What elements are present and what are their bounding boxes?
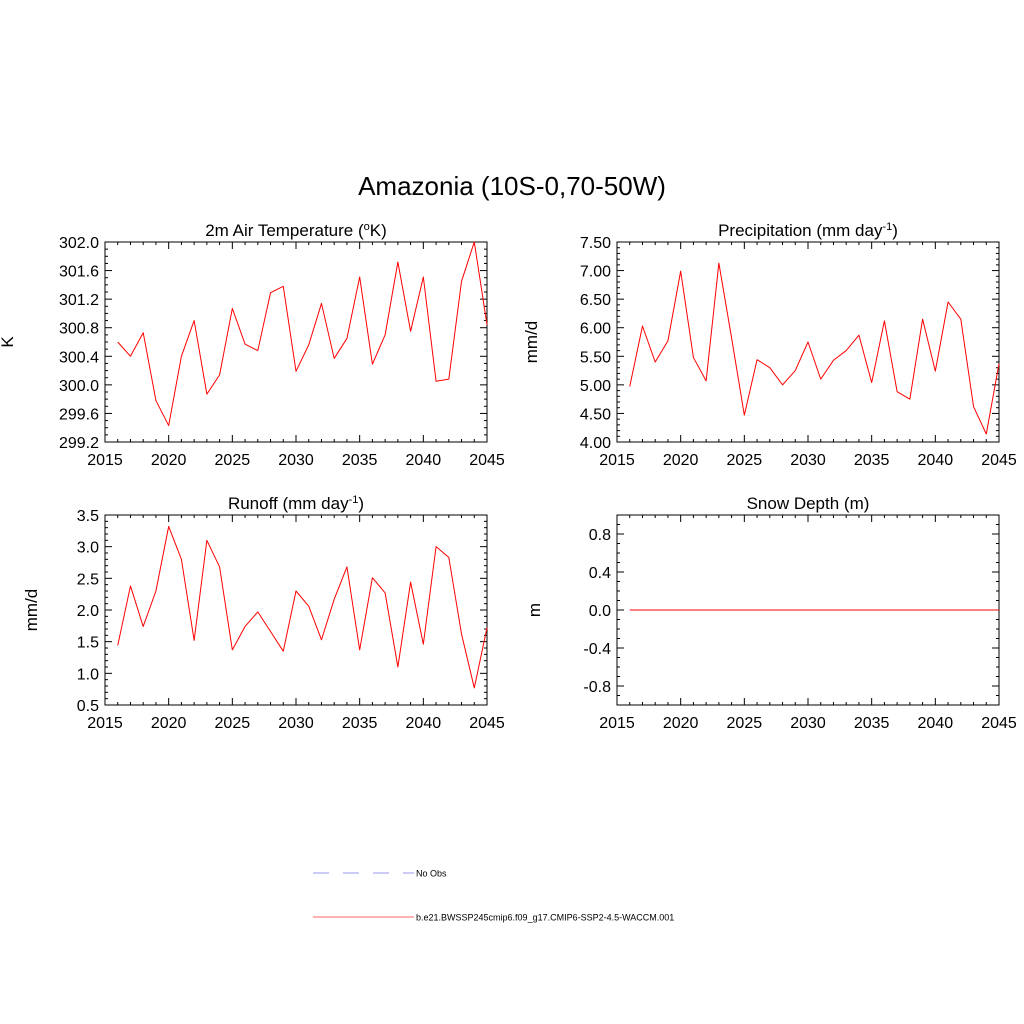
y-tick-label: 0.5 — [77, 698, 99, 715]
y-tick-label: 4.50 — [580, 406, 611, 423]
x-tick-label: 2020 — [663, 452, 699, 469]
x-tick-label: 2015 — [599, 715, 635, 732]
x-tick-label: 2025 — [727, 715, 763, 732]
panel-title: Precipitation (mm day-1) — [718, 221, 898, 240]
series-line-b-e21-bwssp245cmip6-f09-g17-cmip6-ssp2-4 — [629, 262, 1000, 435]
x-tick-label: 2030 — [790, 452, 826, 469]
x-tick-label: 2030 — [278, 452, 314, 469]
y-tick-label: 5.50 — [580, 349, 611, 366]
x-tick-label: 2040 — [406, 452, 442, 469]
x-tick-label: 2045 — [469, 452, 505, 469]
x-tick-label: 2040 — [918, 715, 954, 732]
y-tick-label: 6.00 — [580, 321, 611, 338]
x-tick-label: 2020 — [151, 452, 187, 469]
x-tick-label: 2035 — [342, 452, 378, 469]
y-axis-label: K — [0, 336, 17, 348]
y-tick-label: 5.00 — [580, 378, 611, 395]
y-tick-label: 302.0 — [59, 235, 99, 252]
y-tick-label: 3.0 — [77, 540, 99, 557]
x-tick-label: 2020 — [663, 715, 699, 732]
x-tick-label: 2045 — [981, 452, 1017, 469]
series-line-b-e21-bwssp245cmip6-f09-g17-cmip6-ssp2-4 — [117, 241, 488, 427]
y-tick-label: 300.0 — [59, 378, 99, 395]
panels: 2m Air Temperature (oK) K 2015 2020 2025 2030… — [0, 221, 1017, 732]
x-tick-label: 2030 — [790, 715, 826, 732]
y-tick-label: 0.4 — [589, 565, 611, 582]
x-tick-label: 2035 — [854, 452, 890, 469]
y-tick-label: 301.2 — [59, 292, 99, 309]
panel-1: 2m Air Temperature (oK) K 2015 2020 2025 2030… — [0, 221, 505, 469]
y-tick-label: -0.8 — [583, 679, 611, 696]
y-tick-label: 1.0 — [77, 666, 99, 683]
y-tick-label: 6.50 — [580, 292, 611, 309]
panel-title: Runoff (mm day-1) — [228, 494, 364, 513]
y-tick-label: 3.5 — [77, 508, 99, 525]
x-tick-label: 2035 — [342, 715, 378, 732]
figure-title: Amazonia (10S-0,70-50W) — [358, 171, 666, 201]
y-tick-label: 7.00 — [580, 264, 611, 281]
y-tick-label: -0.4 — [583, 641, 611, 658]
legend-label-no-obs: No Obs — [416, 869, 447, 879]
x-tick-label: 2020 — [151, 715, 187, 732]
x-tick-label: 2030 — [278, 715, 314, 732]
legend: No Obs b.e21.BWSSP245cmip6.f09_g17.CMIP6… — [313, 869, 674, 923]
y-tick-label: 0.8 — [589, 527, 611, 544]
y-tick-label: 2.0 — [77, 603, 99, 620]
y-tick-label: 300.8 — [59, 321, 99, 338]
panel-4: Snow Depth (m) m 2015 2020 2025 2030 2035 2040 2… — [525, 494, 1017, 732]
legend-label-model: b.e21.BWSSP245cmip6.f09_g17.CMIP6-SSP2-4… — [416, 913, 674, 923]
y-tick-label: 299.2 — [59, 435, 99, 452]
x-tick-label: 2035 — [854, 715, 890, 732]
x-tick-label: 2025 — [215, 715, 251, 732]
x-tick-label: 2025 — [727, 452, 763, 469]
x-tick-label: 2045 — [981, 715, 1017, 732]
y-tick-label: 299.6 — [59, 406, 99, 423]
y-axis-label: mm/d — [522, 321, 541, 364]
y-tick-label: 301.6 — [59, 264, 99, 281]
y-tick-label: 300.4 — [59, 349, 99, 366]
x-tick-label: 2025 — [215, 452, 251, 469]
y-axis-label: mm/d — [22, 589, 41, 632]
x-tick-label: 2015 — [87, 452, 123, 469]
y-axis-label: m — [525, 603, 544, 617]
x-tick-label: 2045 — [469, 715, 505, 732]
x-tick-label: 2015 — [87, 715, 123, 732]
x-tick-label: 2040 — [406, 715, 442, 732]
series-line-b-e21-bwssp245cmip6-f09-g17-cmip6-ssp2-4 — [117, 525, 488, 689]
x-tick-label: 2040 — [918, 452, 954, 469]
y-tick-label: 4.00 — [580, 435, 611, 452]
panel-title: 2m Air Temperature (oK) — [205, 221, 387, 240]
y-tick-label: 1.5 — [77, 635, 99, 652]
y-tick-label: 7.50 — [580, 235, 611, 252]
y-tick-label: 2.5 — [77, 571, 99, 588]
panel-2: Precipitation (mm day-1) mm/d 2015 2020 2025… — [522, 221, 1017, 469]
y-tick-label: 0.0 — [589, 603, 611, 620]
x-tick-label: 2015 — [599, 452, 635, 469]
panel-title: Snow Depth (m) — [747, 494, 870, 513]
panel-3: Runoff (mm day-1) mm/d 2015 2020 2025 2030 203… — [22, 494, 505, 732]
